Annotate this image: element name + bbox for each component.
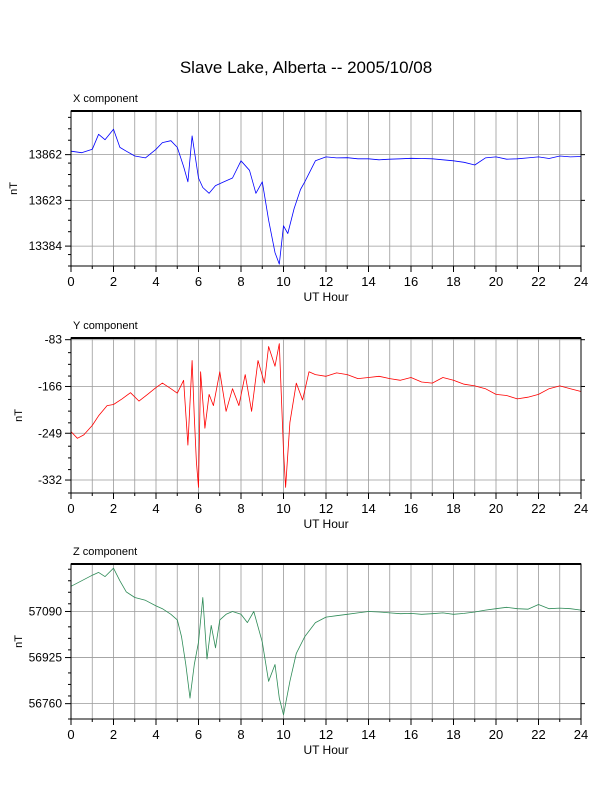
x-tick-label: 16: [404, 501, 418, 516]
x-tick-label: 4: [152, 274, 159, 289]
x-tick-label: 8: [237, 501, 244, 516]
x-tick-label: 20: [489, 274, 503, 289]
panel-subtitle: Y component: [73, 320, 138, 332]
x-tick-label: 24: [574, 501, 588, 516]
x-tick-label: 6: [195, 274, 202, 289]
y-tick-label: 56925: [29, 651, 63, 665]
x-tick-label: 4: [152, 501, 159, 516]
x-tick-label: 20: [489, 727, 503, 742]
x-tick-label: 6: [195, 727, 202, 742]
y-tick-label: -332: [38, 473, 62, 487]
y-tick-label: -83: [45, 333, 63, 347]
x-tick-label: 18: [446, 274, 460, 289]
series-line-1: [70, 128, 582, 265]
x-tick-label: 22: [531, 501, 545, 516]
x-tick-label: 12: [319, 274, 333, 289]
y-tick-label: 13623: [29, 193, 63, 207]
x-tick-label: 24: [574, 274, 588, 289]
x-tick-label: 10: [276, 501, 290, 516]
x-tick-label: 14: [361, 501, 375, 516]
x-axis-label: UT Hour: [303, 743, 348, 757]
x-tick-label: 10: [276, 727, 290, 742]
y-axis-label: nT: [13, 409, 25, 422]
y-axis-label: nT: [8, 182, 20, 195]
x-tick-label: 8: [237, 274, 244, 289]
x-tick-label: 14: [361, 274, 375, 289]
y-tick-label: -249: [38, 426, 62, 440]
x-tick-label: 10: [276, 274, 290, 289]
series-line-2: [70, 343, 582, 488]
x-tick-label: 18: [446, 727, 460, 742]
x-tick-label: 12: [319, 501, 333, 516]
page-title: Slave Lake, Alberta -- 2005/10/08: [179, 58, 433, 77]
x-tick-label: 2: [110, 727, 117, 742]
x-tick-label: 0: [67, 274, 74, 289]
x-tick-label: 2: [110, 274, 117, 289]
series-line-3: [70, 567, 582, 716]
x-tick-label: 8: [237, 727, 244, 742]
x-axis-label: UT Hour: [303, 290, 348, 304]
x-tick-label: 6: [195, 501, 202, 516]
x-tick-label: 22: [531, 727, 545, 742]
x-tick-label: 18: [446, 501, 460, 516]
y-tick-label: -166: [38, 379, 62, 393]
x-tick-label: 16: [404, 274, 418, 289]
x-tick-label: 24: [574, 727, 588, 742]
y-tick-label: 56760: [29, 697, 63, 711]
panel-subtitle: X component: [73, 93, 138, 105]
x-tick-label: 2: [110, 501, 117, 516]
x-tick-label: 20: [489, 501, 503, 516]
x-tick-label: 0: [67, 727, 74, 742]
x-tick-label: 16: [404, 727, 418, 742]
y-tick-label: 13862: [29, 148, 63, 162]
x-tick-label: 12: [319, 727, 333, 742]
x-tick-label: 14: [361, 727, 375, 742]
x-tick-label: 22: [531, 274, 545, 289]
y-tick-label: 57090: [29, 604, 63, 618]
x-axis-label: UT Hour: [303, 517, 348, 531]
x-tick-label: 0: [67, 501, 74, 516]
y-axis-label: nT: [13, 635, 25, 648]
y-tick-label: 13384: [29, 239, 63, 253]
x-tick-label: 4: [152, 727, 159, 742]
panel-subtitle: Z component: [73, 546, 137, 558]
